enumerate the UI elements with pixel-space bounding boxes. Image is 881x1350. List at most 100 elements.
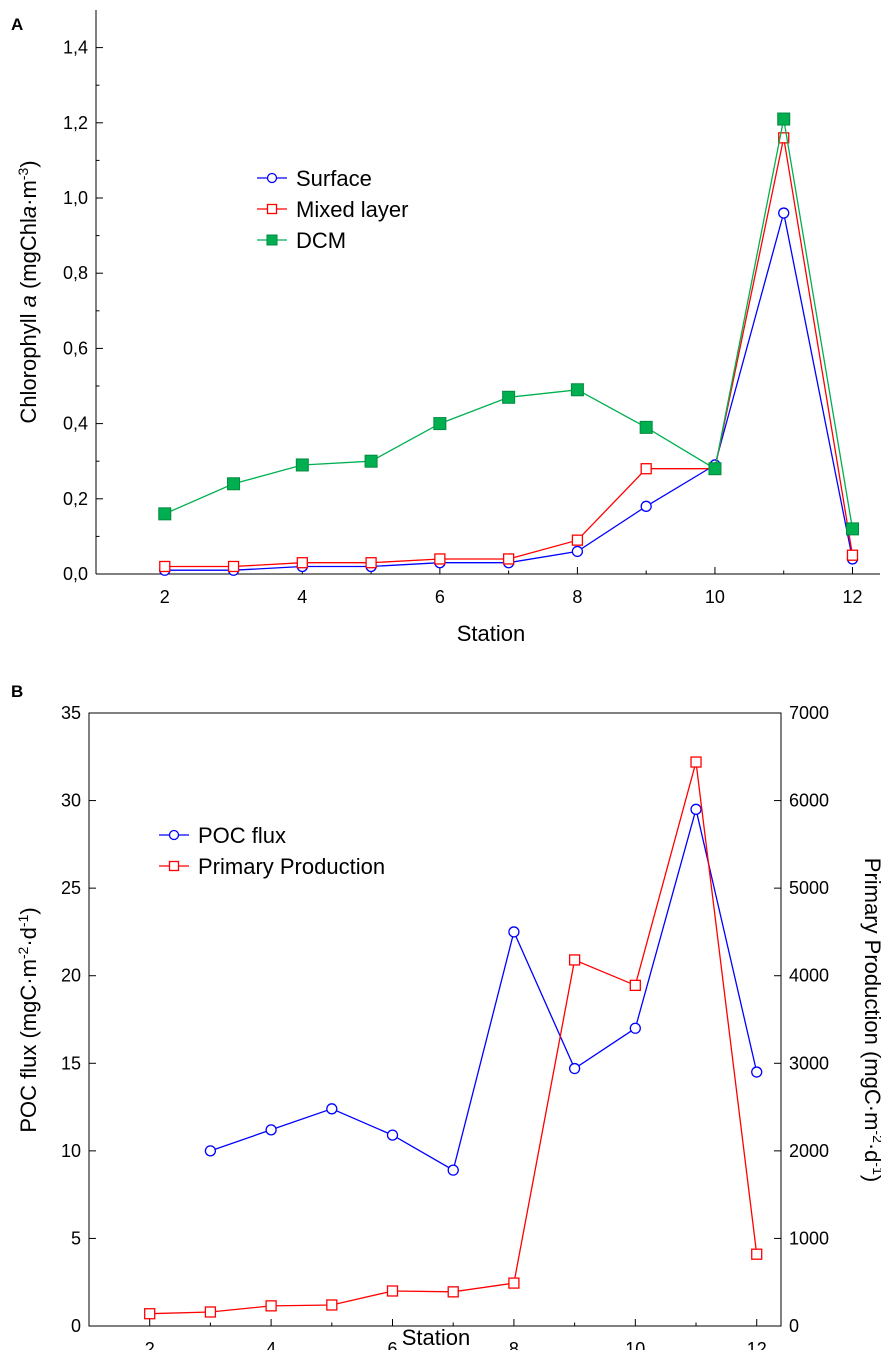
data-point-primary-production: [144, 1308, 156, 1320]
y-tick-label: 0,0: [63, 564, 88, 584]
data-point-primary-production: [447, 1286, 459, 1298]
data-point-surface: [640, 500, 652, 512]
y2-tick-label: 1000: [789, 1228, 829, 1248]
y-tick-label: 0: [71, 1316, 81, 1336]
series-primary-production: [144, 756, 763, 1320]
data-point-dcm: [777, 112, 791, 126]
series-line-poc-flux: [210, 809, 758, 1172]
x-tick-label: 4: [266, 1339, 276, 1350]
data-point-dcm: [158, 507, 172, 521]
y2-tick-label: 4000: [789, 966, 829, 986]
data-point-dcm: [227, 477, 241, 491]
data-point-poc-flux: [386, 1129, 399, 1141]
legend-label-surface: Surface: [296, 166, 372, 191]
data-point-poc-flux: [751, 1066, 763, 1078]
panel-b-plot-frame: [88, 712, 782, 1327]
data-point-mixed-layer: [434, 553, 446, 565]
data-point-poc-flux: [204, 1145, 217, 1157]
y-tick-label: 0,6: [63, 338, 88, 358]
x-tick-label: 8: [509, 1339, 519, 1350]
panel-a-series: [158, 112, 859, 576]
data-point-dcm: [502, 390, 516, 404]
y-tick-label: 30: [61, 791, 81, 811]
data-point-dcm: [433, 417, 447, 431]
series-dcm: [158, 112, 859, 536]
x-tick-label: 10: [625, 1339, 645, 1350]
legend-entry-mixed-layer: Mixed layer: [257, 197, 408, 222]
data-point-primary-production: [326, 1299, 338, 1311]
x-tick-label: 10: [705, 587, 725, 607]
data-point-poc-flux: [568, 1062, 581, 1075]
y2-tick-label: 3000: [789, 1053, 829, 1073]
data-point-mixed-layer: [296, 557, 308, 569]
x-tick-label: 6: [388, 1339, 398, 1350]
panel-b-y-ticks: 0 5 10 15 20 25 30 35: [61, 703, 96, 1336]
data-point-mixed-layer: [365, 557, 377, 569]
panel-a-x-axis-title: Station: [457, 621, 526, 646]
data-point-dcm: [364, 454, 378, 468]
data-point-mixed-layer: [571, 534, 584, 546]
y2-tick-label: 7000: [789, 703, 829, 723]
data-point-mixed-layer: [159, 560, 171, 573]
panel-a-legend: Surface Mixed layer DCM: [257, 166, 408, 253]
data-point-poc-flux: [265, 1124, 277, 1136]
panel-b-x-ticks: 2 4 6 8 10 12: [88, 1319, 767, 1350]
y2-tick-label: 0: [789, 1316, 799, 1336]
data-point-poc-flux: [629, 1022, 641, 1034]
data-point-primary-production: [690, 756, 702, 768]
x-tick-label: 2: [145, 1339, 155, 1350]
series-line-mixed-layer: [164, 137, 854, 568]
legend-entry-primary-production: Primary Production: [159, 854, 385, 879]
data-point-mixed-layer: [640, 463, 652, 475]
panel-b-letter: B: [11, 682, 23, 701]
y-tick-label: 5: [71, 1228, 81, 1248]
y-tick-label: 1,0: [63, 188, 88, 208]
y-tick-label: 0,8: [63, 263, 88, 283]
legend-entry-surface: Surface: [257, 166, 372, 191]
y-tick-label: 15: [61, 1053, 81, 1073]
data-point-dcm: [708, 462, 722, 476]
panel-b-y-axis-title: POC flux (mgC·m-2·d-1): [15, 907, 41, 1132]
panel-b-series: [144, 756, 763, 1320]
panel-a-x-ticks: 2 4 6 8 10 12: [95, 567, 863, 607]
x-tick-label: 4: [297, 587, 307, 607]
y2-tick-label: 5000: [789, 878, 829, 898]
legend-label-mixed-layer: Mixed layer: [296, 197, 408, 222]
data-point-surface: [571, 545, 584, 558]
panel-a-y-axis-title: Chlorophyll a (mgChla·m-3): [15, 160, 41, 423]
panel-a-letter: A: [11, 15, 23, 34]
y2-tick-label: 2000: [789, 1141, 829, 1161]
x-tick-label: 12: [842, 587, 862, 607]
data-point-dcm: [845, 522, 859, 536]
data-point-primary-production: [629, 979, 641, 991]
panel-a: A 0,0 0,2 0,4 0,6 0,8 1,0 1,2 1,4 2 4 6 8 10 12 Stat…: [11, 10, 880, 646]
series-poc-flux: [204, 803, 763, 1176]
data-point-primary-production: [508, 1277, 520, 1289]
data-point-primary-production: [751, 1248, 763, 1260]
legend-entry-dcm: DCM: [257, 228, 346, 253]
panel-b-y2-axis-title: Primary Production (mgC·m-2·d-1): [860, 858, 881, 1182]
y-tick-label: 25: [61, 878, 81, 898]
legend-label-dcm: DCM: [296, 228, 346, 253]
panel-a-y-ticks: 0,0 0,2 0,4 0,6 0,8 1,0 1,2 1,4: [63, 38, 103, 584]
panel-b-legend: POC flux Primary Production: [159, 823, 385, 879]
legend-entry-poc-flux: POC flux: [159, 823, 286, 848]
y-tick-label: 0,2: [63, 489, 88, 509]
x-tick-label: 6: [435, 587, 445, 607]
data-point-dcm: [295, 458, 309, 472]
data-point-mixed-layer: [227, 560, 240, 573]
y-tick-label: 0,4: [63, 414, 88, 434]
y-tick-label: 35: [61, 703, 81, 723]
data-point-primary-production: [204, 1306, 217, 1318]
data-point-dcm: [570, 383, 584, 397]
legend-label-primary-production: Primary Production: [198, 854, 385, 879]
data-point-mixed-layer: [502, 553, 515, 565]
data-point-dcm: [639, 420, 653, 434]
x-tick-label: 12: [747, 1339, 767, 1350]
series-mixed-layer: [159, 132, 859, 573]
data-point-poc-flux: [690, 803, 702, 815]
data-point-primary-production: [386, 1285, 399, 1297]
data-point-poc-flux: [326, 1103, 338, 1115]
